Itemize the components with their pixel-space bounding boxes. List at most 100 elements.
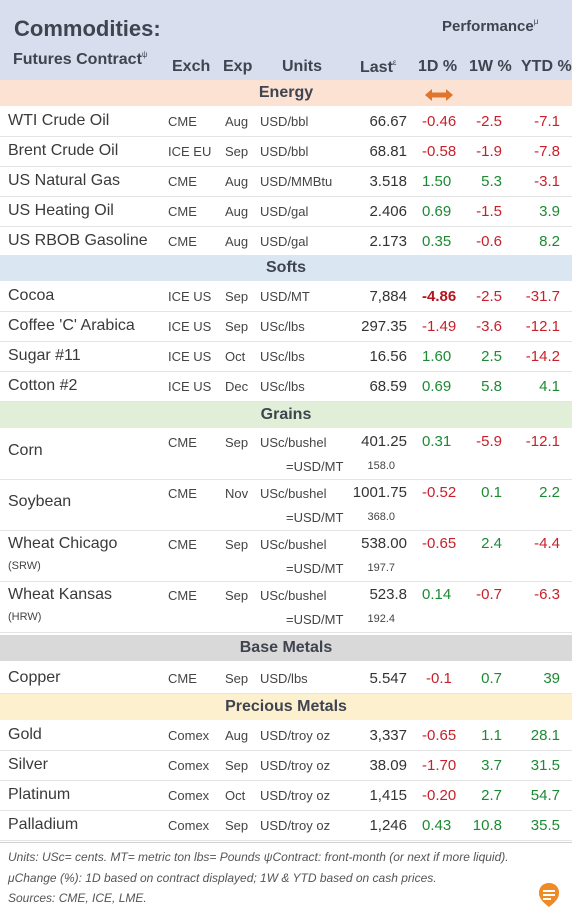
expiry: Sep bbox=[225, 144, 249, 159]
exchange: CME bbox=[168, 671, 197, 686]
exchange: ICE US bbox=[168, 319, 212, 334]
units: USD/bbl bbox=[260, 114, 309, 129]
commodity-name: US Natural Gas bbox=[8, 172, 121, 189]
last-price: 7,884 bbox=[369, 288, 407, 305]
change-ytd: -7.1 bbox=[534, 113, 560, 130]
change-1w: 0.1 bbox=[481, 484, 502, 501]
change-1w: -0.6 bbox=[476, 233, 502, 250]
table-row: US Heating Oil CME Aug USD/gal 2.406 0.69 -1.5… bbox=[0, 197, 572, 227]
units: USc/bushel bbox=[260, 486, 327, 501]
col-exp: Exp bbox=[223, 58, 253, 75]
change-ytd: -4.4 bbox=[534, 535, 560, 552]
change-1w: 1.1 bbox=[481, 727, 502, 744]
last-price: 523.8 bbox=[369, 586, 407, 603]
exchange: ICE US bbox=[168, 349, 212, 364]
units: USc/lbs bbox=[260, 379, 305, 394]
col-1w: 1W % bbox=[469, 58, 512, 75]
exchange: CME bbox=[168, 588, 197, 603]
footnote-units: Units: USc= cents. MT= metric ton lbs= P… bbox=[8, 850, 509, 864]
table-row: Copper CME Sep USD/lbs 5.547 -0.1 0.7 39 bbox=[0, 664, 572, 694]
expiry: Aug bbox=[225, 114, 249, 129]
commodity-name: Wheat Kansas bbox=[8, 586, 113, 603]
units: USD/troy oz bbox=[260, 758, 331, 773]
commodity-name: Cocoa bbox=[8, 287, 55, 304]
page-title: Commodities: bbox=[14, 16, 161, 41]
change-1w: 0.7 bbox=[481, 670, 502, 687]
change-ytd: 8.2 bbox=[539, 233, 560, 250]
change-1w: 5.8 bbox=[481, 378, 502, 395]
units: USD/bbl bbox=[260, 144, 309, 159]
table-row: Coffee 'C' Arabica ICE US Sep USc/lbs 297.35… bbox=[0, 312, 572, 342]
last-price: 2.173 bbox=[369, 233, 407, 250]
change-1w: 2.4 bbox=[481, 535, 502, 552]
commodity-name: Gold bbox=[8, 726, 42, 743]
change-1w: 2.7 bbox=[481, 787, 502, 804]
table-row: Wheat Kansas (HRW) CME Sep USc/bushel =USD/MT… bbox=[0, 582, 572, 633]
exchange: ICE US bbox=[168, 379, 212, 394]
col-1d: 1D % bbox=[418, 58, 458, 75]
expiry: Sep bbox=[225, 319, 249, 334]
change-1d: 0.69 bbox=[422, 203, 452, 220]
change-ytd: 4.1 bbox=[539, 378, 560, 395]
change-1d: 0.14 bbox=[422, 586, 452, 603]
futures-contract-heading: Futures Contractψ bbox=[13, 50, 148, 69]
change-ytd: 3.9 bbox=[539, 203, 560, 220]
change-1d: -1.70 bbox=[422, 757, 457, 774]
expiry: Aug bbox=[225, 234, 249, 249]
change-1d: 1.60 bbox=[422, 348, 452, 365]
last-price: 5.547 bbox=[369, 670, 407, 687]
exchange: CME bbox=[168, 114, 197, 129]
footnote-sources: Sources: CME, ICE, LME. bbox=[8, 891, 147, 905]
last-price: 68.59 bbox=[369, 378, 407, 395]
change-1w: -2.5 bbox=[476, 288, 502, 305]
expiry: Nov bbox=[225, 486, 249, 501]
units: USD/troy oz bbox=[260, 788, 331, 803]
expiry: Sep bbox=[225, 818, 249, 833]
exchange: CME bbox=[168, 537, 197, 552]
commodity-name: US RBOB Gasoline bbox=[8, 232, 148, 249]
futures-contract-sup: ψ bbox=[141, 50, 148, 59]
change-ytd: -31.7 bbox=[525, 288, 560, 305]
last-price: 2.406 bbox=[369, 203, 407, 220]
change-1w: -1.5 bbox=[476, 203, 502, 220]
col-last-sup: ε bbox=[392, 58, 397, 67]
expiry: Aug bbox=[225, 204, 249, 219]
change-1d: 0.35 bbox=[422, 233, 452, 250]
commodity-name: Silver bbox=[8, 756, 49, 773]
table-row: Corn CME Sep USc/bushel =USD/MT 401.25 158.0 0.… bbox=[0, 429, 572, 480]
table-row: Silver Comex Sep USD/troy oz 38.09 -1.70 3.7 31… bbox=[0, 751, 572, 781]
table-header: Commodities: Performanceμ Futures Contra… bbox=[0, 0, 572, 80]
table-row: US RBOB Gasoline CME Aug USD/gal 2.173 0.35 -0… bbox=[0, 227, 572, 257]
last-price: 538.00 bbox=[361, 535, 407, 552]
table-row: Soybean CME Nov USc/bushel =USD/MT 1001.75 368… bbox=[0, 480, 572, 531]
last-price-converted: 368.0 bbox=[367, 511, 395, 523]
change-1d: 0.31 bbox=[422, 433, 452, 450]
last-price: 16.56 bbox=[369, 348, 407, 365]
table-row: Brent Crude Oil ICE EU Sep USD/bbl 68.81 -0.5… bbox=[0, 137, 572, 167]
change-ytd: 54.7 bbox=[530, 787, 560, 804]
units: USc/bushel bbox=[260, 435, 327, 450]
commodity-name: Corn bbox=[8, 442, 43, 459]
footnote-change: μChange (%): 1D based on contract displa… bbox=[8, 871, 437, 885]
performance-label: Performance bbox=[442, 18, 534, 35]
section-header-grains: Grains bbox=[0, 402, 572, 428]
expiry: Sep bbox=[225, 758, 249, 773]
last-price: 3.518 bbox=[369, 173, 407, 190]
exchange: ICE EU bbox=[168, 144, 212, 159]
expiry: Sep bbox=[225, 289, 249, 304]
change-1d: 1.50 bbox=[422, 173, 452, 190]
units: USc/bushel bbox=[260, 588, 327, 603]
expiry: Sep bbox=[225, 435, 249, 450]
exchange: ICE US bbox=[168, 289, 212, 304]
last-price: 401.25 bbox=[361, 433, 407, 450]
commodity-name: Brent Crude Oil bbox=[8, 142, 119, 159]
change-ytd: 2.2 bbox=[539, 484, 560, 501]
change-1d: -0.1 bbox=[426, 670, 452, 687]
table-row: Palladium Comex Sep USD/troy oz 1,246 0.43 10.… bbox=[0, 811, 572, 841]
change-1w: -0.7 bbox=[476, 586, 502, 603]
commodity-name: Soybean bbox=[8, 493, 72, 510]
change-ytd: 31.5 bbox=[530, 757, 560, 774]
change-1d: 0.43 bbox=[422, 817, 452, 834]
commodity-subname: (SRW) bbox=[8, 560, 41, 572]
section-header-precious-metals: Precious Metals bbox=[0, 694, 572, 720]
